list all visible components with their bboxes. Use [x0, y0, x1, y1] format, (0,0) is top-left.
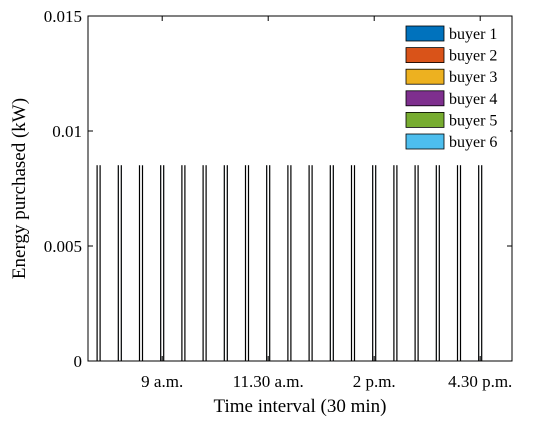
- legend: buyer 1 buyer 2 buyer 3 buyer 4 buyer 5 buyer…: [402, 22, 510, 154]
- y-tick-label: 0.015: [44, 7, 82, 26]
- legend-swatch-buyer-2: [405, 47, 445, 63]
- bar-buyer-6-12: [332, 165, 334, 362]
- bar-buyer-1-1: [96, 165, 98, 362]
- bar-buyer-1-16: [414, 165, 416, 362]
- bar-buyer-6-3: [141, 165, 144, 362]
- bar-buyer-1-13: [350, 165, 353, 362]
- y-axis: 0 0.005 0.01 0.015: [44, 7, 512, 371]
- bar-buyer-1-8: [244, 165, 247, 362]
- bar-buyer-6-6: [205, 165, 207, 362]
- y-tick-label: 0.005: [44, 237, 82, 256]
- plot-frame: [87, 15, 513, 362]
- legend-box: [402, 22, 510, 154]
- bar-buyer-6-1: [99, 165, 101, 362]
- bar-buyer-6-17: [438, 165, 440, 362]
- bar-buyer-6-7: [226, 165, 228, 362]
- y-tick-label: 0.01: [52, 122, 82, 141]
- bar-buyer-6-9: [269, 165, 271, 362]
- bar-buyer-1-18: [456, 165, 459, 362]
- x-axis: 9 a.m. 11.30 a.m. 2 p.m. 4.30 p.m.: [141, 16, 512, 391]
- bar-buyer-1-14: [372, 165, 374, 362]
- bar-buyer-6-5: [184, 165, 186, 362]
- bar-buyer-6-8: [247, 165, 250, 362]
- bar-buyer-1-7: [223, 165, 225, 362]
- bar-buyer-1-4: [160, 165, 162, 362]
- y-axis-label: Energy purchased (kW): [9, 98, 30, 279]
- legend-swatch-buyer-4: [405, 90, 445, 107]
- bar-buyer-6-14: [375, 165, 377, 362]
- legend-swatch-buyer-1: [405, 25, 445, 42]
- bar-buyer-1-19: [478, 165, 480, 362]
- bar-buyer-6-4: [163, 165, 165, 362]
- x-tick-label: 4.30 p.m.: [448, 372, 512, 391]
- legend-swatch-buyer-5: [405, 112, 445, 128]
- bar-buyer-1-15: [393, 165, 395, 362]
- x-axis-label: Time interval (30 min): [214, 396, 387, 417]
- x-tick-label: 11.30 a.m.: [233, 372, 304, 391]
- bar-buyer-1-3: [138, 165, 141, 362]
- bar-buyer-6-2: [120, 165, 122, 362]
- legend-label: buyer 6: [449, 134, 497, 151]
- x-tick-label: 2 p.m.: [353, 372, 396, 391]
- legend-label: buyer 5: [449, 112, 497, 129]
- bar-buyer-1-10: [287, 165, 289, 362]
- x-tick-label: 9 a.m.: [141, 372, 183, 391]
- legend-swatch-buyer-3: [405, 68, 445, 85]
- legend-swatch-buyer-6: [405, 133, 445, 150]
- bar-buyer-6-11: [311, 165, 313, 362]
- bar-buyer-6-10: [290, 165, 292, 362]
- bar-buyer-6-15: [396, 165, 398, 362]
- y-tick-label: 0: [74, 352, 83, 371]
- legend-label: buyer 4: [449, 91, 497, 108]
- bar-buyer-1-11: [308, 165, 310, 362]
- bar-buyer-1-9: [266, 165, 268, 362]
- bar-buyer-1-12: [329, 165, 331, 362]
- bar-buyer-1-6: [202, 165, 204, 362]
- bar-buyer-1-17: [435, 165, 437, 362]
- bar-buyer-6-13: [353, 165, 356, 362]
- bar-buyer-1-5: [181, 165, 183, 362]
- bar-buyer-1-2: [117, 165, 119, 362]
- legend-label: buyer 3: [449, 69, 497, 86]
- legend-label: buyer 2: [449, 48, 497, 65]
- bar-buyer-6-19: [481, 165, 483, 362]
- bar-buyer-6-16: [417, 165, 419, 362]
- bar-buyer-6-18: [459, 165, 462, 362]
- legend-label: buyer 1: [449, 26, 497, 43]
